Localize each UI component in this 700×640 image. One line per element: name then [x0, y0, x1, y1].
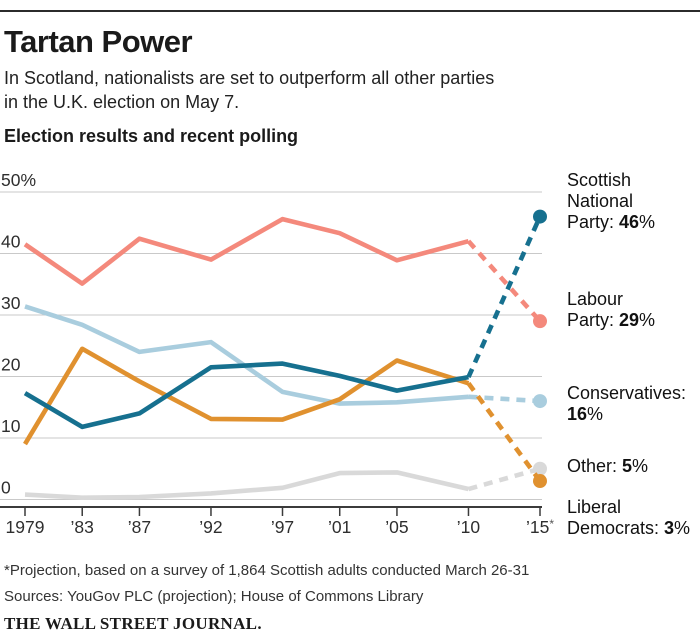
series-labour-party: [23, 216, 547, 329]
legend-snp-line1: Scottish: [567, 170, 632, 190]
y-tick-label: 30: [1, 293, 21, 313]
x-tick-label: ’87: [128, 517, 151, 537]
projection-line-scottish-national-party: [466, 215, 543, 379]
x-tick-label: 1979: [6, 517, 45, 537]
legend-other-line1: Other: 5%: [567, 456, 649, 476]
y-axis-labels: 0 10 20 30 40 50%: [1, 170, 36, 498]
legend-libdem: Liberal Democrats: 3%: [567, 497, 690, 539]
series-line-labour-party: [23, 216, 470, 286]
x-axis: [0, 506, 542, 516]
y-tick-label: 10: [1, 416, 21, 436]
legend-snp-value: 46: [619, 212, 640, 232]
page-subtitle: In Scotland, nationalists are set to out…: [4, 66, 494, 114]
x-tick-label: ’05: [385, 517, 408, 537]
gridlines: [0, 191, 542, 500]
projection-line-conservatives: [468, 394, 541, 404]
legend-conservatives: Conservatives: 16%: [567, 383, 686, 425]
x-tick-label: ’15*: [526, 517, 554, 537]
series-line-other: [24, 470, 470, 501]
y-tick-label: 0: [1, 478, 11, 498]
projection-dot-liberal-democrats: [533, 474, 547, 489]
legend-labour-value: 29: [619, 310, 640, 330]
x-tick-label: ’83: [71, 517, 94, 537]
legend-conservatives-value: 16: [567, 404, 588, 424]
legend-other-value: 5: [622, 456, 633, 476]
projection-dot-conservatives: [533, 394, 547, 409]
y-tick-label: 20: [1, 355, 21, 375]
y-tick-label: 40: [1, 232, 21, 252]
legend-conservatives-line2: 16%: [567, 404, 604, 424]
projection-line-labour-party: [466, 239, 542, 323]
series-scottish-national-party: [23, 209, 547, 430]
legend-labour-line2: Party: 29%: [567, 310, 656, 330]
projection-dot-scottish-national-party: [533, 209, 547, 224]
projection-dot-labour-party: [533, 314, 547, 329]
top-rule: [0, 10, 700, 12]
series-line-scottish-national-party: [23, 361, 469, 430]
x-axis-labels: 1979 ’83 ’87 ’92 ’97 ’01 ’05 ’10 ’15*: [6, 517, 555, 537]
x-tick-label: ’97: [271, 517, 294, 537]
legend-conservatives-line1: Conservatives:: [567, 383, 687, 403]
series-liberal-democrats: [23, 346, 547, 489]
series-line-liberal-democrats: [23, 346, 470, 446]
legend-snp-line2: National: [567, 191, 634, 211]
sources-line: Sources: YouGov PLC (projection); House …: [4, 588, 424, 605]
subtitle-line-2: in the U.K. election on May 7.: [4, 92, 240, 112]
legend-other: Other: 5%: [567, 456, 648, 477]
chart-title: Election results and recent polling: [4, 126, 299, 146]
series-conservatives: [24, 304, 547, 409]
subtitle-line-1: In Scotland, nationalists are set to out…: [4, 68, 495, 88]
projection-line-other: [467, 466, 541, 492]
page-title: Tartan Power: [4, 24, 193, 59]
projection-dot-other: [533, 461, 547, 476]
legend-snp-line3: Party: 46%: [567, 212, 656, 232]
legend-libdem-line1: Liberal: [567, 497, 622, 517]
legend-labour: Labour Party: 29%: [567, 289, 655, 331]
legend-libdem-line2: Democrats: 3%: [567, 518, 691, 538]
legend-libdem-value: 3: [664, 518, 675, 538]
y-tick-label: 50%: [1, 170, 36, 190]
legend-snp: Scottish National Party: 46%: [567, 170, 655, 233]
legend-labour-line1: Labour: [567, 289, 624, 309]
x-tick-label: ’01: [328, 517, 351, 537]
series-other: [24, 461, 547, 501]
x-tick-label: ’10: [457, 517, 481, 537]
wsj-brand: THE WALL STREET JOURNAL.: [4, 614, 262, 633]
x-tick-label: ’92: [199, 517, 222, 537]
projection-footnote: *Projection, based on a survey of 1,864 …: [4, 562, 530, 579]
projection-line-liberal-democrats: [466, 381, 542, 483]
